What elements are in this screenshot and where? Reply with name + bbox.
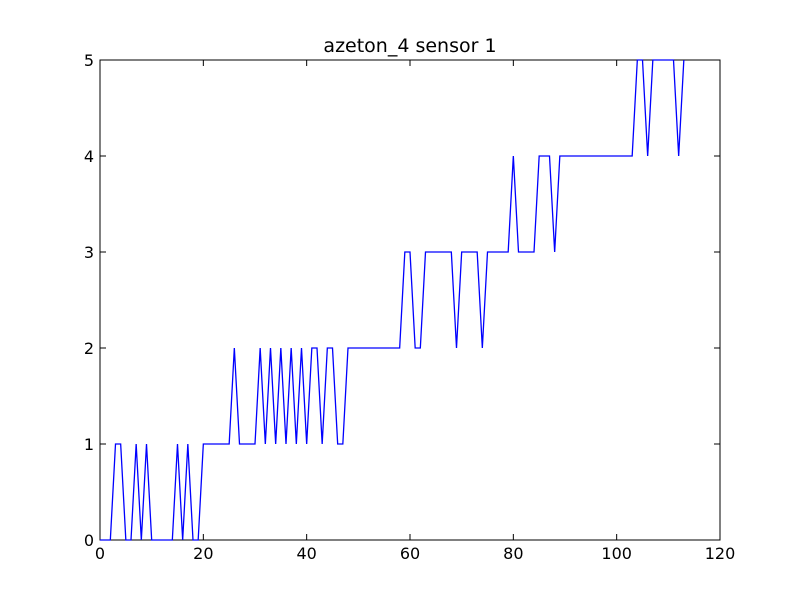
y-tick-label: 0 xyxy=(84,531,94,550)
y-tick-label: 1 xyxy=(84,435,94,454)
y-tick-label: 3 xyxy=(84,243,94,262)
x-tick-label: 100 xyxy=(601,544,632,563)
plot-frame xyxy=(100,60,720,540)
x-tick-label: 20 xyxy=(193,544,213,563)
plot-area: 0 20 40 60 80 100 120 0 1 2 3 4 5 xyxy=(84,51,735,563)
y-tick-label: 4 xyxy=(84,147,94,166)
chart-title: azeton_4 sensor 1 xyxy=(323,35,496,57)
x-tick-label: 60 xyxy=(400,544,420,563)
y-tick-label: 2 xyxy=(84,339,94,358)
x-tick-label: 80 xyxy=(503,544,523,563)
x-tick-label: 0 xyxy=(95,544,105,563)
x-tick-label: 40 xyxy=(296,544,316,563)
x-tick-label: 120 xyxy=(705,544,736,563)
y-tick-label: 5 xyxy=(84,51,94,70)
